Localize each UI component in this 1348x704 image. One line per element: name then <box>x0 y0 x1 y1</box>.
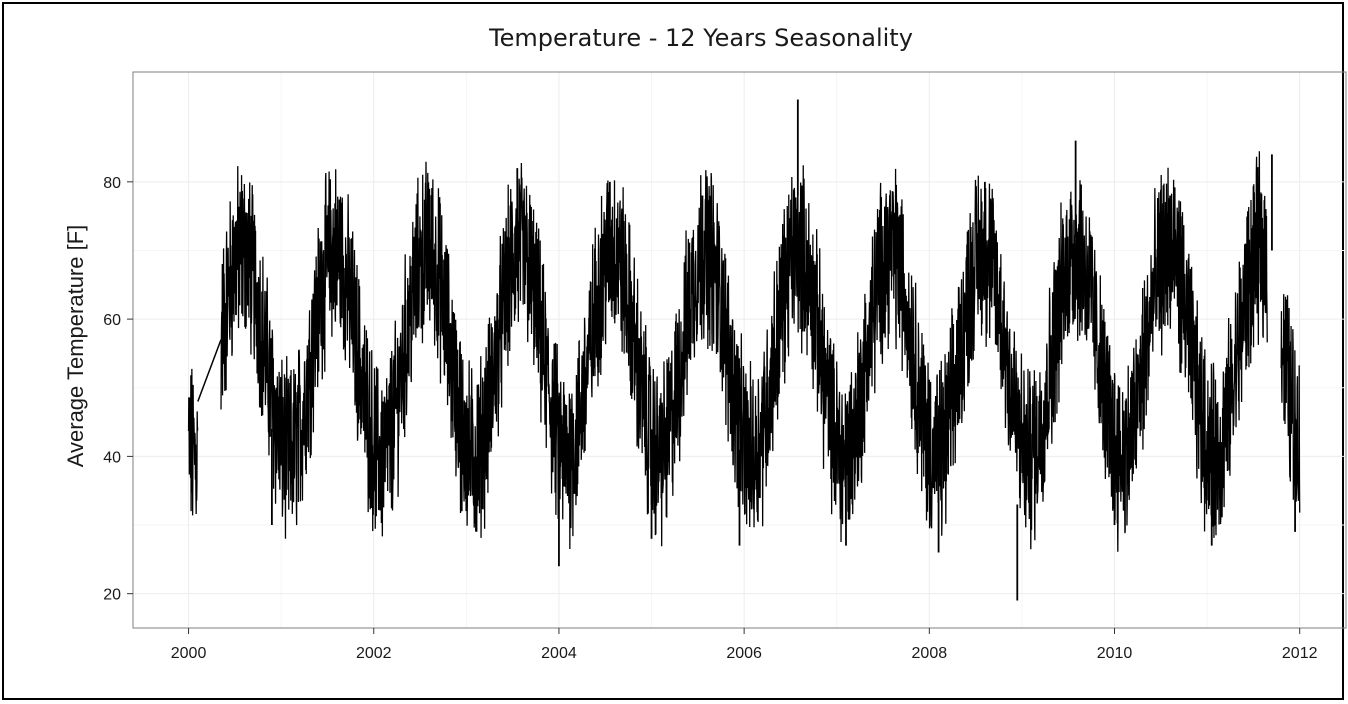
temperature-series-line <box>187 151 1301 552</box>
x-tick-label: 2000 <box>171 645 207 662</box>
y-tick-label: 40 <box>103 449 121 466</box>
x-tick-label: 2004 <box>541 645 577 662</box>
y-tick-label: 60 <box>103 312 121 329</box>
gap-bridge-line <box>197 339 222 402</box>
y-tick-label: 20 <box>103 587 121 604</box>
x-tick-label: 2002 <box>356 645 392 662</box>
x-tick-label: 2006 <box>726 645 762 662</box>
y-tick-label: 80 <box>103 175 121 192</box>
panel-border <box>132 71 1347 629</box>
x-tick-label: 2012 <box>1282 645 1318 662</box>
x-tick-label: 2010 <box>1097 645 1133 662</box>
x-tick-label: 2008 <box>912 645 948 662</box>
chart-title: Temperature - 12 Years Seasonality <box>489 24 913 52</box>
axis-layer: 2000 2002 2004 2006 2008 2010 2012 20 40 60 80 <box>103 71 1347 662</box>
series-layer <box>187 99 1301 601</box>
